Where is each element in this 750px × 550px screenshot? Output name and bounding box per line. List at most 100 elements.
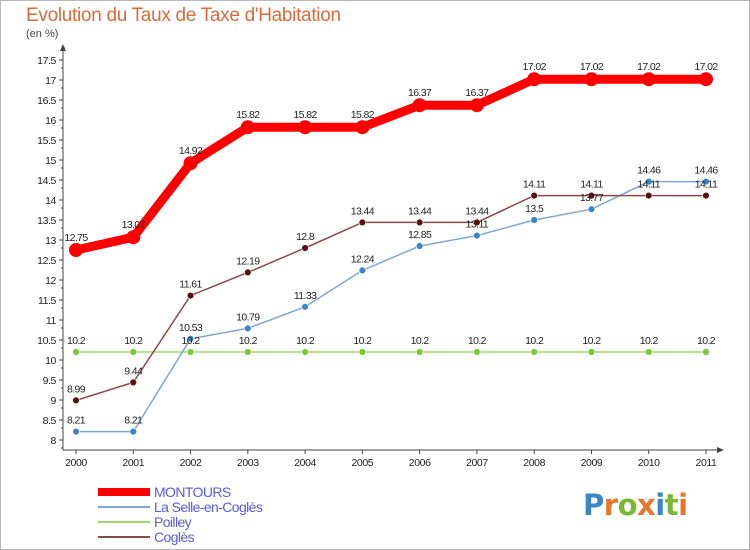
data-point-cogles — [301, 244, 309, 252]
y-tick-label: 10 — [45, 355, 56, 367]
series-line-cogles — [75, 194, 706, 402]
data-label-montours: 14.92 — [179, 145, 203, 157]
data-label-la-selle-en-cogles: 13.11 — [466, 219, 489, 231]
data-point-montours — [355, 120, 370, 135]
data-point-poilley — [358, 348, 367, 356]
data-point-la-selle-en-cogles — [530, 216, 538, 224]
data-point-poilley — [186, 348, 195, 356]
data-label-poilley: 10.2 — [468, 335, 487, 347]
data-labels: 12.75 13.07 14.92 15.82 15.82 15.82 16.37 16.37… — [64, 61, 719, 427]
data-point-cogles — [186, 291, 195, 300]
series-line-montours — [75, 74, 706, 255]
data-label-montours: 16.37 — [465, 87, 489, 99]
y-tick-label: 9.5 — [43, 375, 57, 387]
data-point-la-selle-en-cogles — [186, 335, 195, 343]
legend-label-cogles: Coglès — [154, 529, 195, 545]
y-tick-label: 8.5 — [43, 415, 57, 427]
legend-swatch-cogles — [98, 536, 150, 538]
data-point-poilley — [645, 348, 653, 356]
data-label-poilley: 10.2 — [697, 335, 716, 347]
data-point-poilley — [415, 348, 424, 356]
data-label-cogles: 9.44 — [124, 365, 143, 377]
data-label-poilley: 10.2 — [124, 335, 143, 347]
data-point-cogles — [415, 218, 424, 227]
chart-title: Evolution du Taux de Taxe d'Habitation — [26, 5, 341, 26]
data-label-la-selle-en-cogles: 10.53 — [179, 322, 203, 334]
data-label-montours: 17.02 — [694, 61, 718, 73]
data-label-montours: 16.37 — [408, 87, 432, 99]
data-point-montours — [584, 72, 599, 87]
data-point-cogles — [358, 218, 367, 227]
data-point-montours — [412, 98, 427, 113]
data-label-montours: 13.07 — [122, 219, 146, 231]
data-point-montours — [527, 72, 542, 87]
x-axis-arrow — [717, 447, 724, 453]
data-label-cogles: 14.11 — [637, 179, 660, 191]
data-label-la-selle-en-cogles: 13.77 — [580, 192, 604, 204]
data-label-la-selle-en-cogles: 8.21 — [67, 415, 86, 427]
x-tick-label: 2003 — [237, 457, 259, 469]
proxiti-logo: Proxiti — [583, 488, 688, 522]
data-label-la-selle-en-cogles: 8.21 — [124, 415, 143, 427]
data-point-poilley — [129, 348, 137, 356]
data-point-montours — [699, 72, 713, 87]
data-label-cogles: 12.8 — [296, 231, 315, 243]
data-point-la-selle-en-cogles — [473, 231, 481, 240]
y-tick-label: 17.5 — [37, 55, 56, 67]
data-label-cogles: 8.99 — [67, 383, 86, 395]
y-tick-label: 15.5 — [37, 135, 56, 147]
data-label-poilley: 10.2 — [296, 335, 315, 347]
data-point-cogles — [473, 218, 481, 227]
data-point-poilley — [72, 348, 80, 356]
y-tick-label: 14 — [45, 195, 56, 207]
data-point-la-selle-en-cogles — [301, 303, 309, 311]
data-label-la-selle-en-cogles: 14.46 — [694, 165, 718, 177]
data-label-cogles: 11.61 — [179, 279, 202, 291]
data-label-cogles: 14.11 — [523, 179, 546, 191]
data-label-la-selle-en-cogles: 12.24 — [351, 253, 375, 265]
data-point-montours — [298, 120, 313, 135]
data-label-montours: 15.82 — [236, 109, 260, 121]
legend-label-montours: MONTOURS — [154, 484, 231, 500]
data-point-poilley — [244, 348, 252, 356]
y-tick-label: 11 — [46, 315, 57, 327]
data-point-cogles — [645, 191, 653, 200]
y-tick-label: 14.5 — [37, 175, 56, 187]
data-label-montours: 17.02 — [637, 61, 661, 73]
y-tick-label: 10.5 — [37, 335, 56, 347]
legend-swatch-la-selle-en-cogles — [98, 506, 150, 508]
data-label-montours: 15.82 — [293, 109, 317, 121]
data-label-la-selle-en-cogles: 14.46 — [637, 165, 661, 177]
x-tick-label: 2002 — [180, 457, 202, 469]
y-axis-unit-label: (en %) — [26, 28, 59, 40]
y-tick-label: 17 — [45, 75, 56, 87]
y-tick-label: 16.5 — [37, 95, 56, 107]
x-tick-label: 2007 — [466, 457, 488, 469]
data-point-la-selle-en-cogles — [72, 427, 80, 436]
data-label-montours: 15.82 — [351, 109, 375, 121]
y-tick-label: 12 — [45, 275, 56, 287]
data-point-cogles — [129, 378, 137, 387]
x-tick-label: 2001 — [122, 457, 144, 469]
x-tick-label: 2004 — [294, 457, 316, 469]
data-point-la-selle-en-cogles — [587, 205, 596, 213]
data-point-cogles — [244, 268, 252, 277]
series-line-la-selle-en-cogles — [76, 180, 706, 433]
data-label-poilley: 10.2 — [640, 335, 659, 347]
data-label-poilley: 10.2 — [67, 335, 86, 347]
data-point-montours — [240, 120, 255, 135]
x-tick-label: 2008 — [523, 457, 545, 469]
data-point-poilley — [473, 348, 481, 356]
y-tick-label: 13 — [45, 235, 56, 247]
axes: 8 8.5 9 9.5 10 10.5 11 11.5 12 12.5 13 13.5 14 14.5 15… — [37, 44, 724, 469]
y-axis-arrow — [60, 44, 66, 51]
data-point-cogles — [530, 191, 538, 200]
legend-swatch-montours — [98, 488, 150, 496]
y-tick-label: 12.5 — [37, 255, 56, 267]
data-point-poilley — [587, 348, 596, 356]
x-tick-label: 2005 — [351, 457, 373, 469]
data-label-poilley: 10.2 — [239, 335, 258, 347]
data-label-poilley: 10.2 — [182, 335, 201, 347]
legend-swatch-poilley — [98, 521, 150, 523]
